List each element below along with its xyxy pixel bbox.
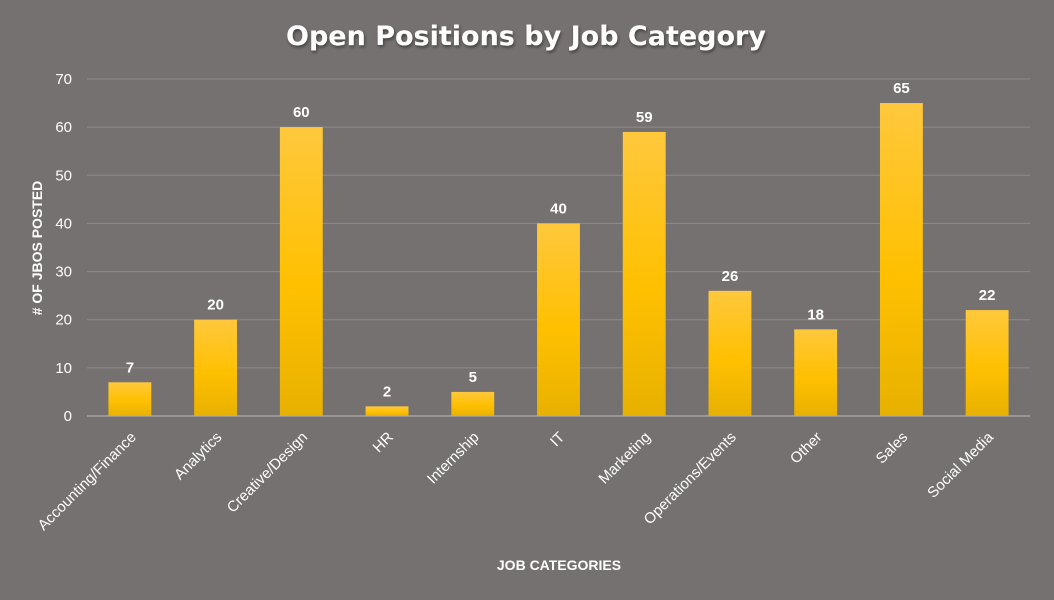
bar — [622, 131, 666, 416]
data-label: 7 — [126, 359, 134, 376]
y-tick-label: 30 — [55, 264, 72, 281]
data-label: 2 — [383, 383, 391, 400]
data-label: 22 — [979, 287, 996, 304]
bar — [451, 391, 495, 416]
data-label: 40 — [550, 200, 567, 217]
x-tick-label: HR — [370, 429, 397, 456]
y-tick-label: 50 — [55, 167, 72, 184]
bar — [965, 310, 1009, 416]
y-tick-label: 0 — [64, 408, 72, 425]
data-label: 5 — [469, 369, 477, 386]
bar — [879, 103, 923, 417]
y-axis-title: # OF JBOS POSTED — [29, 181, 45, 316]
y-tick-label: 60 — [55, 119, 72, 136]
x-tick-label: Accounting/Finance — [35, 429, 140, 534]
chart-title: Open Positions by Job Category — [286, 21, 766, 52]
y-tick-label: 70 — [55, 71, 72, 88]
x-axis-title: JOB CATEGORIES — [497, 557, 621, 573]
x-tick-label: Social Media — [924, 428, 997, 501]
data-label: 20 — [207, 297, 224, 314]
bar — [537, 223, 580, 416]
bar — [279, 127, 323, 417]
bar — [794, 329, 838, 416]
x-tick-label: Other — [787, 429, 826, 468]
bar — [194, 319, 238, 416]
x-tick-label: Operations/Events — [641, 429, 740, 528]
y-tick-label: 10 — [55, 360, 72, 377]
data-label: 18 — [807, 306, 824, 323]
data-label: 59 — [636, 109, 653, 126]
bar — [708, 290, 752, 416]
data-label: 65 — [893, 80, 910, 97]
x-tick-label: Internship — [424, 429, 483, 488]
data-label: 60 — [293, 104, 310, 121]
x-tick-label: Sales — [873, 429, 912, 468]
bar — [108, 382, 152, 416]
x-tick-label: IT — [547, 429, 568, 450]
x-tick-label: Creative/Design — [224, 429, 311, 516]
x-tick-label: Marketing — [595, 429, 654, 488]
x-tick-label: Analytics — [171, 429, 225, 483]
y-tick-label: 40 — [55, 215, 72, 232]
bar — [365, 406, 409, 416]
data-label: 26 — [722, 268, 739, 285]
y-tick-label: 20 — [55, 312, 72, 329]
